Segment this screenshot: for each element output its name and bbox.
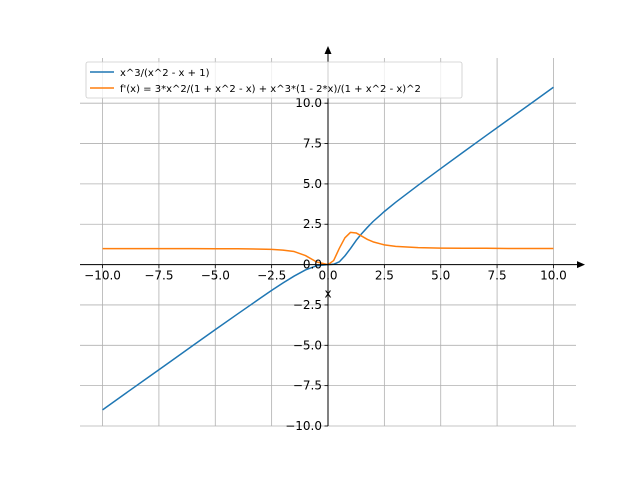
y-tick-label: 0.0 <box>303 258 322 272</box>
x-tick-label: −10.0 <box>84 269 121 283</box>
y-tick-label: −2.5 <box>293 298 322 312</box>
legend-label-series-1: x^3/(x^2 - x + 1) <box>120 68 210 79</box>
x-tick-label: 7.5 <box>488 269 507 283</box>
y-tick-label: 7.5 <box>303 137 322 151</box>
y-tick-label: −7.5 <box>293 379 322 393</box>
axes <box>80 46 585 426</box>
x-tick-label: −5.0 <box>201 269 230 283</box>
x-tick-label: −7.5 <box>144 269 173 283</box>
x-tick-label: −2.5 <box>257 269 286 283</box>
series-lines <box>102 86 554 411</box>
y-axis-arrowhead <box>324 46 332 54</box>
legend: x^3/(x^2 - x + 1) f'(x) = 3*x^2/(1 + x^2… <box>85 61 463 99</box>
x-tick-label: 10.0 <box>540 269 567 283</box>
legend-label-series-2: f'(x) = 3*x^2/(1 + x^2 - x) + x^3*(1 - 2… <box>120 84 421 95</box>
ticks: −10.0 −7.5 −5.0 −2.5 0.0 2.5 5.0 7.5 10.0 −10.0 −7… <box>84 96 567 433</box>
x-tick-label: 5.0 <box>431 269 450 283</box>
x-axis-arrowhead <box>577 261 585 269</box>
series-line-1 <box>102 86 554 411</box>
y-tick-label: −5.0 <box>293 338 322 352</box>
series-line-2 <box>102 231 554 266</box>
x-tick-label: 0.0 <box>318 269 337 283</box>
x-axis-label: x <box>324 287 331 301</box>
y-tick-label: 2.5 <box>303 217 322 231</box>
x-tick-label: 2.5 <box>375 269 394 283</box>
y-tick-label: −10.0 <box>285 419 322 433</box>
y-tick-label: 5.0 <box>303 177 322 191</box>
y-tick-label: 10.0 <box>295 96 322 110</box>
legend-box <box>85 61 463 99</box>
